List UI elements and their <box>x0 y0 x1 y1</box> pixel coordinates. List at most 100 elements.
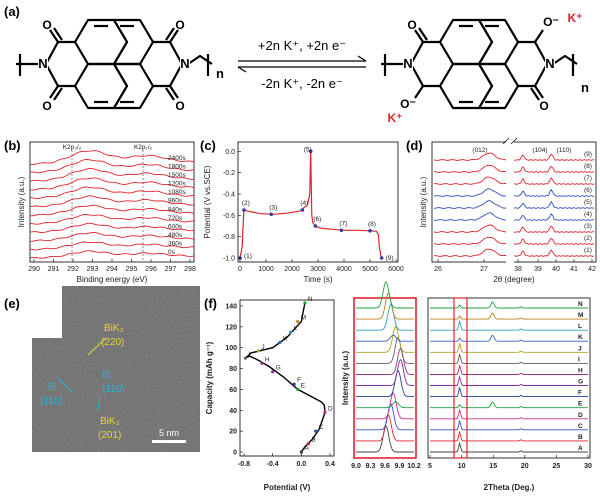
point-label: (2) <box>242 200 250 207</box>
scale-bar-label: 5 nm <box>159 428 179 438</box>
point-label: (4) <box>300 200 308 207</box>
state-marker <box>244 357 247 360</box>
point-label: (8) <box>368 221 376 228</box>
xrd-pattern-segment <box>514 226 594 232</box>
oxygen-right-2: O <box>539 99 548 113</box>
panel-b-xlabel: Binding energy (eV) <box>77 275 148 284</box>
figure: (a) <box>0 0 600 504</box>
x-tick-label: 2000 <box>284 266 300 273</box>
time-label: 720s <box>168 215 183 222</box>
y-tick-label: 80 <box>229 366 237 373</box>
series-label: (7) <box>584 175 592 182</box>
panel-b-ylabel: Intensity (a.u.) <box>17 176 26 227</box>
state-label: C <box>319 424 324 431</box>
panel-d-ylabel: Intensity (a.u.) <box>419 176 428 227</box>
xrd-pattern-segment <box>514 238 594 244</box>
capacity-curve <box>245 303 325 452</box>
state-label: E <box>301 382 306 389</box>
panel-d-x-ticks: 26 27 38 39 40 41 42 <box>434 259 596 273</box>
state-marker <box>307 442 310 445</box>
x-tick-label: 294 <box>106 266 118 273</box>
y-tick-label: -0.8 <box>223 234 235 241</box>
panel-c-ylabel: Potential (V vs.SCE) <box>203 165 212 238</box>
time-label: 840s <box>168 206 183 213</box>
oxide-right-2: O⁻ <box>543 15 559 29</box>
state-marker <box>296 320 299 323</box>
panel-c-frame <box>238 142 398 262</box>
pntcda-left-atoms: N N O O O O n <box>38 18 224 113</box>
series-label: C <box>578 423 583 430</box>
nitrogen-left-2: N <box>180 56 189 71</box>
panel-f: (f) ABCDEFGHIJKLMN -0.8 -0.4 0.0 0.4 020406… <box>204 282 592 492</box>
series-label: J <box>578 345 582 352</box>
series-label: F <box>578 390 582 397</box>
time-label: 960s <box>168 198 183 205</box>
point-marker <box>340 228 344 232</box>
state-marker <box>271 370 274 373</box>
x-tick-label: 5000 <box>362 266 378 273</box>
xrd-pattern-segment <box>514 154 594 160</box>
xrd-pattern-segment <box>514 178 594 184</box>
series-label: K <box>578 334 583 341</box>
k2p12-label: K2p₁/₂ <box>134 144 153 151</box>
repeat-n-right: n <box>581 80 589 95</box>
time-label: 1200s <box>168 181 186 188</box>
x-tick-label: 5 <box>428 463 432 470</box>
panel-f-right-x-ticks: 5 10 15 20 25 30 <box>428 455 592 470</box>
xrd-pattern-segment <box>514 202 594 209</box>
panel-c-points: (1) (2) (3) (4) (5) (6) (7) (8) (9) <box>238 146 393 262</box>
time-label: 0s <box>168 249 176 256</box>
point-marker <box>380 256 384 260</box>
x-tick-label: 293 <box>87 266 99 273</box>
point-label: (9) <box>386 255 394 262</box>
state-marker <box>296 388 299 391</box>
panel-b-time-labels: 0s360s480s600s720s840s960s1080s1200s1500… <box>168 155 186 256</box>
y-tick-label: 20 <box>229 429 237 436</box>
panel-f-middle-ylabel: Intensity (a.u.) <box>341 351 350 406</box>
state-label: J <box>261 344 264 351</box>
xrd-pattern-segment <box>434 165 506 172</box>
x-tick-label: 10.2 <box>407 463 421 470</box>
panel-c-x-ticks: 0 1000 2000 3000 4000 5000 6000 <box>238 259 404 273</box>
y-tick-label: 0.0 <box>225 149 235 156</box>
time-label: 2400s <box>168 155 186 162</box>
oxide-right-1: O⁻ <box>400 97 416 111</box>
point-label: (1) <box>244 253 252 260</box>
bi-110-left-name: Bi <box>48 382 57 393</box>
panel-a: (a) <box>4 4 589 125</box>
x-tick-label: 4000 <box>336 266 352 273</box>
bik3-220-plane: (220) <box>101 337 124 348</box>
oxygen-left-2: O <box>42 99 51 113</box>
x-tick-label: 9.6 <box>380 463 390 470</box>
x-tick-label: 41 <box>570 266 578 273</box>
nitrogen-left-1: N <box>38 56 47 71</box>
reverse-reaction-text: -2n K⁺, -2n e⁻ <box>261 76 343 91</box>
series-label: M <box>578 312 583 319</box>
xrd-pattern-segment <box>434 201 506 209</box>
time-label: 1080s <box>168 189 186 196</box>
oxygen-left-4: O <box>175 99 184 113</box>
state-label: L <box>294 325 298 332</box>
panel-f-label: (f) <box>204 296 217 311</box>
peak-104-label: (104) <box>532 147 547 154</box>
x-tick-label: 26 <box>434 266 442 273</box>
bik3-201-plane: (201) <box>98 430 121 441</box>
bik3-201-name: BiK₃ <box>100 416 120 427</box>
panel-d: (d) (1) (2) (3) (4) (5) (6) (7) (8) (9) (012) (1… <box>406 138 596 284</box>
y-tick-label: -0.4 <box>223 192 235 199</box>
y-tick-label: 120 <box>225 324 237 331</box>
state-label: D <box>328 405 333 412</box>
y-tick-label: 140 <box>225 304 237 311</box>
series-label: (3) <box>584 223 592 230</box>
reaction-arrows <box>238 56 366 72</box>
series-label: D <box>578 412 583 419</box>
panel-c-xlabel: Time (s) <box>303 275 332 284</box>
panel-c: (c) (1) (2) (3) (4) (5) (6) (7) (8) (9) 0 1000 200… <box>200 138 404 284</box>
y-tick-label: 60 <box>229 387 237 394</box>
xrd-pattern-segment <box>514 214 594 221</box>
panel-e: (e) BiK₃ (220) Bi (110) Bi (110) BiK₃ (2… <box>4 286 200 452</box>
bi-110-right-name: Bi <box>102 370 111 381</box>
repeat-n-left: n <box>216 66 224 81</box>
xrd-pattern-segment <box>434 189 506 197</box>
point-marker <box>368 229 372 233</box>
